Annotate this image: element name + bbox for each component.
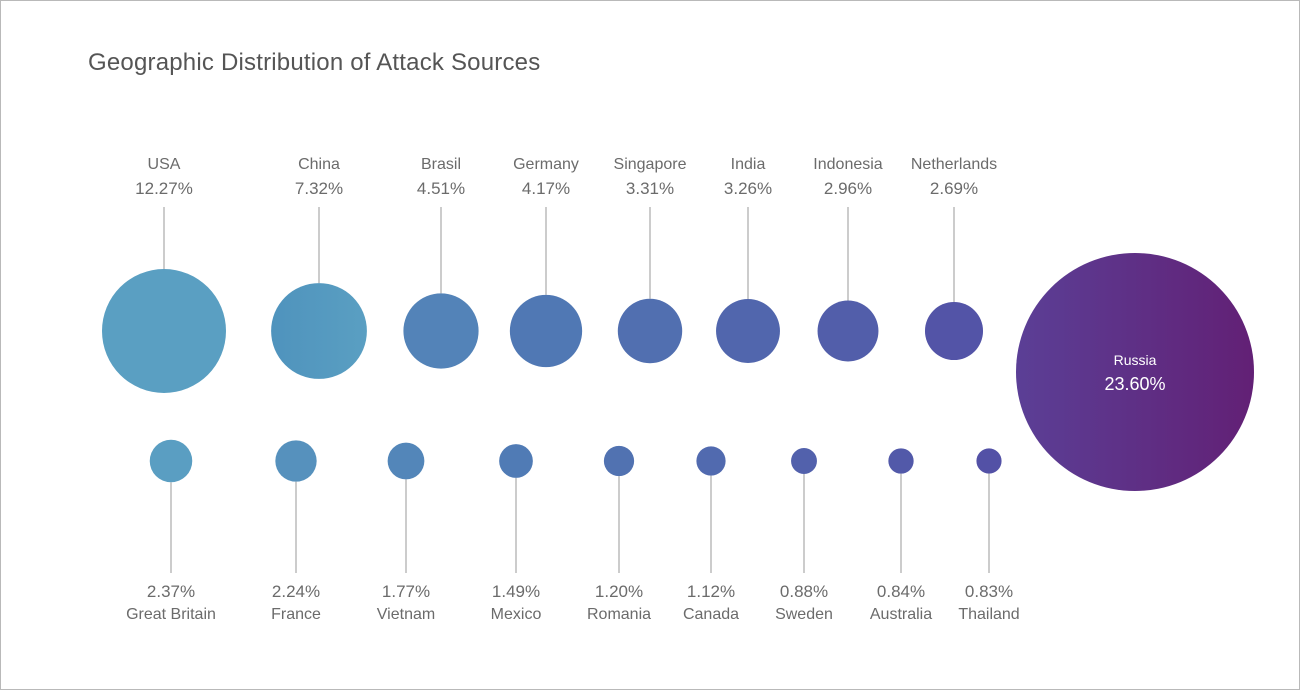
percent-label: 1.77% — [382, 582, 430, 601]
bubble-group-china: China 7.32% — [271, 156, 367, 379]
percent-label: 4.51% — [417, 179, 465, 198]
bubble-canada — [696, 446, 726, 476]
percent-label: 23.60% — [1104, 374, 1165, 394]
bubble-group-australia: 0.84% Australia — [870, 448, 932, 623]
bubble-france — [275, 440, 317, 482]
bubble-group-sweden: 0.88% Sweden — [775, 448, 833, 623]
country-label: Netherlands — [911, 156, 997, 173]
country-label: Romania — [587, 606, 651, 623]
bubble-group-france: 2.24% France — [271, 440, 321, 623]
bubble-group-vietnam: 1.77% Vietnam — [377, 442, 435, 623]
country-label: Vietnam — [377, 606, 435, 623]
bubble-great-britain — [149, 439, 193, 483]
country-label: Great Britain — [126, 606, 216, 623]
percent-label: 3.31% — [626, 179, 674, 198]
bubble-sweden — [791, 448, 817, 474]
bubble-group-romania: 1.20% Romania — [587, 445, 651, 623]
bubble-indonesia — [817, 300, 879, 362]
bubble-group-russia: Russia 23.60% — [1016, 253, 1254, 491]
bubble-netherlands — [924, 301, 984, 361]
percent-label: 12.27% — [135, 179, 193, 198]
country-label: Sweden — [775, 606, 833, 623]
bubble-group-usa: USA 12.27% — [102, 156, 226, 393]
percent-label: 1.12% — [687, 582, 735, 601]
country-label: Mexico — [491, 606, 542, 623]
percent-label: 0.88% — [780, 582, 828, 601]
percent-label: 2.69% — [930, 179, 978, 198]
bubble-group-thailand: 0.83% Thailand — [958, 448, 1020, 623]
chart-title: Geographic Distribution of Attack Source… — [88, 49, 541, 76]
bubble-vietnam — [387, 442, 425, 480]
bubble-group-canada: 1.12% Canada — [683, 446, 739, 623]
bubble-group-germany: Germany 4.17% — [509, 156, 583, 368]
country-label: Canada — [683, 606, 739, 623]
bubble-group-mexico: 1.49% Mexico — [491, 444, 542, 623]
country-label: Brasil — [421, 156, 461, 173]
bubble-usa — [102, 269, 226, 393]
bubble-group-india: India 3.26% — [716, 156, 780, 363]
country-label: Singapore — [614, 156, 687, 173]
bubble-china — [271, 283, 367, 379]
bubble-australia — [888, 448, 914, 474]
percent-label: 0.83% — [965, 582, 1013, 601]
percent-label: 1.20% — [595, 582, 643, 601]
percent-label: 1.49% — [492, 582, 540, 601]
bubble-group-indonesia: Indonesia 2.96% — [813, 156, 883, 362]
bubble-mexico — [499, 444, 533, 478]
country-label: Australia — [870, 606, 932, 623]
bubble-group-netherlands: Netherlands 2.69% — [911, 156, 997, 361]
bubble-thailand — [976, 448, 1002, 474]
percent-label: 2.24% — [272, 582, 320, 601]
country-label: Indonesia — [813, 156, 882, 173]
bubble-brasil — [403, 293, 479, 369]
bubble-india — [716, 299, 780, 363]
country-label: USA — [148, 156, 181, 173]
country-label: China — [298, 156, 340, 173]
percent-label: 2.96% — [824, 179, 872, 198]
percent-label: 7.32% — [295, 179, 343, 198]
bubble-singapore — [617, 298, 683, 364]
bubble-russia — [1016, 253, 1254, 491]
percent-label: 2.37% — [147, 582, 195, 601]
country-label: Germany — [513, 156, 579, 173]
percent-label: 4.17% — [522, 179, 570, 198]
bubble-germany — [509, 294, 583, 368]
percent-label: 3.26% — [724, 179, 772, 198]
country-label: India — [731, 156, 766, 173]
country-label: Russia — [1114, 352, 1157, 368]
bubble-group-singapore: Singapore 3.31% — [614, 156, 687, 364]
percent-label: 0.84% — [877, 582, 925, 601]
country-label: Thailand — [958, 606, 1019, 623]
bubble-group-brasil: Brasil 4.51% — [403, 156, 479, 369]
bubble-romania — [603, 445, 635, 477]
country-label: France — [271, 606, 321, 623]
bubble-group-great-britain: 2.37% Great Britain — [126, 439, 216, 623]
